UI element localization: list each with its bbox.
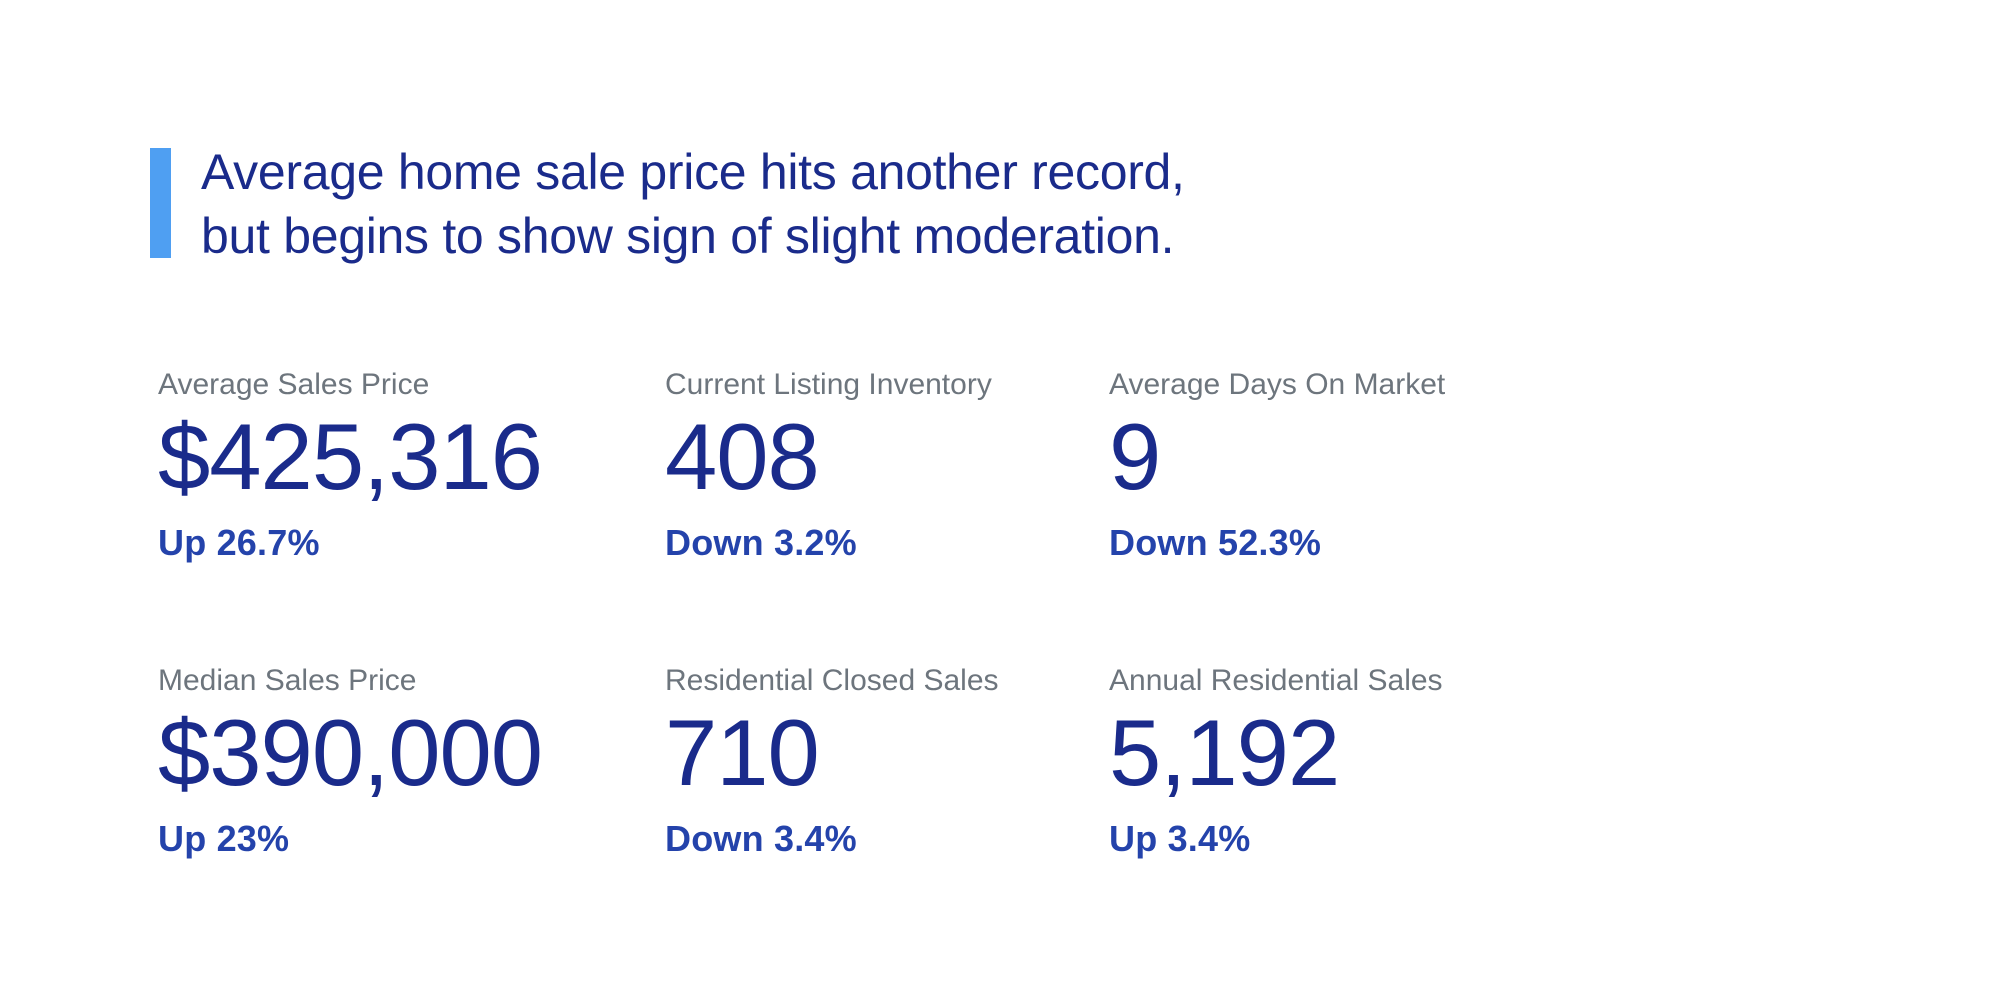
stat-card-annual-residential-sales: Annual Residential Sales 5,192 Up 3.4% xyxy=(1109,664,1649,860)
stat-value: 408 xyxy=(665,404,820,509)
headline-line-2: but begins to show sign of slight modera… xyxy=(201,208,1175,264)
stat-card-residential-closed-sales: Residential Closed Sales 710 Down 3.4% xyxy=(665,664,1109,860)
headline-accent-bar xyxy=(150,148,171,258)
stat-change: Up 23% xyxy=(158,818,290,859)
stat-card-average-sales-price: Average Sales Price $425,316 Up 26.7% xyxy=(158,368,665,564)
stat-value: 9 xyxy=(1109,404,1161,509)
stat-value: $390,000 xyxy=(158,700,543,805)
kpi-grid: Average Sales Price $425,316 Up 26.7% Cu… xyxy=(158,368,1649,860)
stat-card-current-listing-inventory: Current Listing Inventory 408 Down 3.2% xyxy=(665,368,1109,564)
stat-change: Up 3.4% xyxy=(1109,818,1251,859)
stat-change: Down 3.2% xyxy=(665,522,857,563)
stat-label: Residential Closed Sales xyxy=(665,664,999,697)
stat-value: 5,192 xyxy=(1109,700,1340,805)
stat-label: Median Sales Price xyxy=(158,664,417,697)
stat-change: Down 52.3% xyxy=(1109,522,1322,563)
stat-change: Up 26.7% xyxy=(158,522,320,563)
stat-change: Down 3.4% xyxy=(665,818,857,859)
stat-label: Average Days On Market xyxy=(1109,368,1446,401)
stat-card-median-sales-price: Median Sales Price $390,000 Up 23% xyxy=(158,664,665,860)
headline-line-1: Average home sale price hits another rec… xyxy=(201,144,1185,200)
stat-value: $425,316 xyxy=(158,404,543,509)
stat-label: Current Listing Inventory xyxy=(665,368,992,401)
headline-block: Average home sale price hits another rec… xyxy=(150,140,1185,268)
stat-label: Annual Residential Sales xyxy=(1109,664,1443,697)
stat-value: 710 xyxy=(665,700,820,805)
stat-label: Average Sales Price xyxy=(158,368,430,401)
stat-card-average-days-on-market: Average Days On Market 9 Down 52.3% xyxy=(1109,368,1649,564)
headline-text: Average home sale price hits another rec… xyxy=(201,140,1185,268)
